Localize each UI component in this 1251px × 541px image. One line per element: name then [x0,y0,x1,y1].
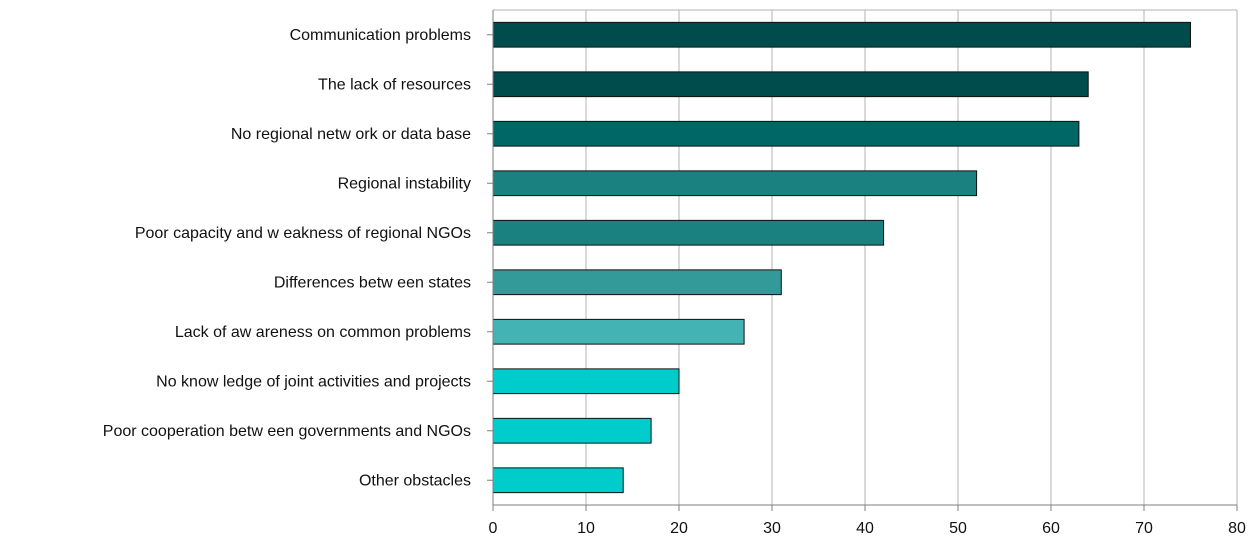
axes [487,10,1238,511]
x-tick-label: 50 [949,520,967,537]
bar-9 [492,417,652,444]
category-label: The lack of resources [318,76,471,93]
x-tick-labels: 0 10 20 30 40 50 60 70 80 [489,520,1246,537]
x-tick-label: 30 [763,520,781,537]
category-label: Poor capacity and w eakness of regional … [135,225,471,242]
category-label: No know ledge of joint activities and pr… [156,373,471,390]
bar-5 [492,219,885,246]
category-label: Differences betw een states [274,274,471,291]
bar-8 [492,368,680,395]
x-tick-label: 70 [1135,520,1153,537]
bar-2 [492,71,1089,98]
bar-6 [492,269,782,296]
x-tick-label: 0 [489,520,498,537]
category-label: Regional instability [338,175,471,192]
x-tick-label: 20 [670,520,688,537]
bar-4 [492,170,978,197]
category-labels: Communication problems The lack of resour… [103,27,471,490]
bar-1 [492,21,1191,48]
x-tick-label: 60 [1042,520,1060,537]
x-tick-label: 40 [856,520,874,537]
category-label: Communication problems [290,27,471,44]
x-tick-label: 10 [577,520,595,537]
category-label: No regional netw ork or data base [231,126,471,143]
x-tick-label: 80 [1228,520,1246,537]
category-label: Poor cooperation betw een governments an… [103,423,471,440]
category-label: Other obstacles [359,472,471,489]
category-label: Lack of aw areness on common problems [175,324,471,341]
bars [492,21,1191,494]
bar-10 [492,467,624,494]
bar-7 [492,318,745,345]
bar-3 [492,120,1080,147]
